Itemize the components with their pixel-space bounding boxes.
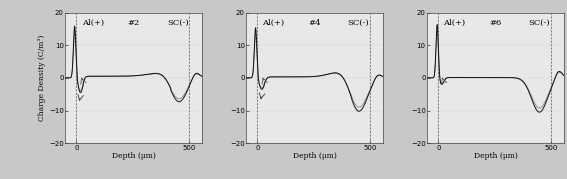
Text: Al(+): Al(+) <box>443 19 466 27</box>
X-axis label: Depth (μm): Depth (μm) <box>473 152 518 160</box>
Text: #4: #4 <box>308 19 321 27</box>
Text: SC(-): SC(-) <box>348 19 369 27</box>
Text: #2: #2 <box>128 19 140 27</box>
X-axis label: Depth (μm): Depth (μm) <box>112 152 156 160</box>
Y-axis label: Charge Density (C/m³): Charge Density (C/m³) <box>38 35 46 121</box>
Text: SC(-): SC(-) <box>528 19 551 27</box>
Text: SC(-): SC(-) <box>167 19 188 27</box>
Text: Al(+): Al(+) <box>82 19 104 27</box>
X-axis label: Depth (μm): Depth (μm) <box>293 152 337 160</box>
Text: Al(+): Al(+) <box>263 19 285 27</box>
Text: #6: #6 <box>489 19 502 27</box>
